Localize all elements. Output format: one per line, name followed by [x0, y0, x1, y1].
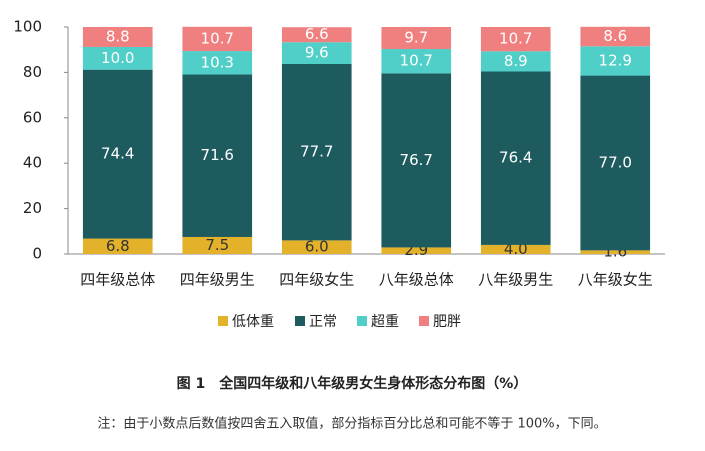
- data-label: 10.0: [101, 49, 134, 67]
- data-label: 9.6: [305, 44, 329, 62]
- data-label: 77.0: [599, 153, 632, 171]
- legend-label: 肥胖: [433, 314, 461, 330]
- bar-segment: [580, 250, 651, 254]
- data-label: 10.7: [499, 30, 532, 48]
- x-tick-label: 四年级总体: [80, 271, 155, 289]
- data-label: 12.9: [599, 51, 632, 69]
- legend-swatch: [419, 316, 429, 326]
- data-label: 6.0: [305, 238, 329, 256]
- y-tick-label: 40: [23, 154, 42, 172]
- caption: 图 1 全国四年级和八年级男女生身体形态分布图（%）: [177, 375, 528, 392]
- data-label: 74.4: [101, 145, 134, 163]
- bar-segment: [182, 236, 253, 254]
- bar-segment: [381, 49, 452, 74]
- data-label: 7.5: [205, 236, 229, 254]
- legend-label: 低体重: [232, 314, 274, 330]
- bar-segment: [480, 51, 551, 72]
- data-label: 9.7: [404, 29, 428, 47]
- bar-segment: [182, 51, 253, 75]
- bar-segment: [580, 26, 651, 47]
- bar-segment: [281, 27, 352, 43]
- bar-segment: [580, 75, 651, 251]
- bar-segment: [580, 46, 651, 76]
- x-tick-label: 八年级男生: [478, 271, 553, 289]
- data-label: 8.9: [504, 52, 528, 70]
- bar-segment: [381, 247, 452, 254]
- data-label: 76.7: [400, 151, 433, 169]
- data-label: 10.7: [400, 52, 433, 70]
- y-tick-label: 0: [32, 245, 42, 263]
- data-label: 77.7: [300, 143, 333, 161]
- bar-segment: [281, 42, 352, 65]
- bar-segment: [281, 64, 352, 241]
- data-label: 6.6: [305, 25, 329, 43]
- bar-segment: [182, 26, 253, 52]
- legend-label: 超重: [371, 314, 399, 330]
- y-tick-label: 20: [23, 199, 42, 217]
- bar-segment: [480, 27, 551, 52]
- note: 注：由于小数点后数值按四舍五入取值，部分指标百分比总和可能不等于 100%，下同…: [97, 416, 606, 432]
- legend-swatch: [295, 316, 305, 326]
- data-label: 76.4: [499, 149, 532, 167]
- x-tick-label: 四年级女生: [279, 271, 354, 289]
- legend-swatch: [357, 316, 367, 326]
- y-tick-label: 60: [23, 108, 42, 126]
- x-tick-label: 八年级女生: [578, 271, 653, 289]
- x-tick-label: 四年级男生: [180, 271, 255, 289]
- bar-segment: [82, 27, 153, 47]
- x-tick-label: 八年级总体: [379, 271, 454, 289]
- y-tick-label: 100: [13, 18, 42, 36]
- bar-segment: [480, 244, 551, 254]
- y-tick-label: 80: [23, 63, 42, 81]
- data-label: 8.6: [603, 27, 627, 45]
- bar-segment: [182, 74, 253, 237]
- bar-segment: [82, 238, 153, 254]
- bar-segment: [82, 46, 153, 70]
- data-label: 6.8: [106, 237, 130, 255]
- data-label: 71.6: [201, 146, 234, 164]
- legend-swatch: [218, 316, 228, 326]
- bar-segment: [281, 240, 352, 254]
- bar-segment: [381, 27, 452, 50]
- data-label: 8.8: [106, 27, 130, 45]
- bar-segment: [381, 73, 452, 248]
- bar-segment: [480, 71, 551, 245]
- data-label: 10.3: [201, 53, 234, 71]
- data-label: 10.7: [201, 29, 234, 47]
- legend-label: 正常: [309, 314, 337, 330]
- bar-segment: [82, 69, 153, 239]
